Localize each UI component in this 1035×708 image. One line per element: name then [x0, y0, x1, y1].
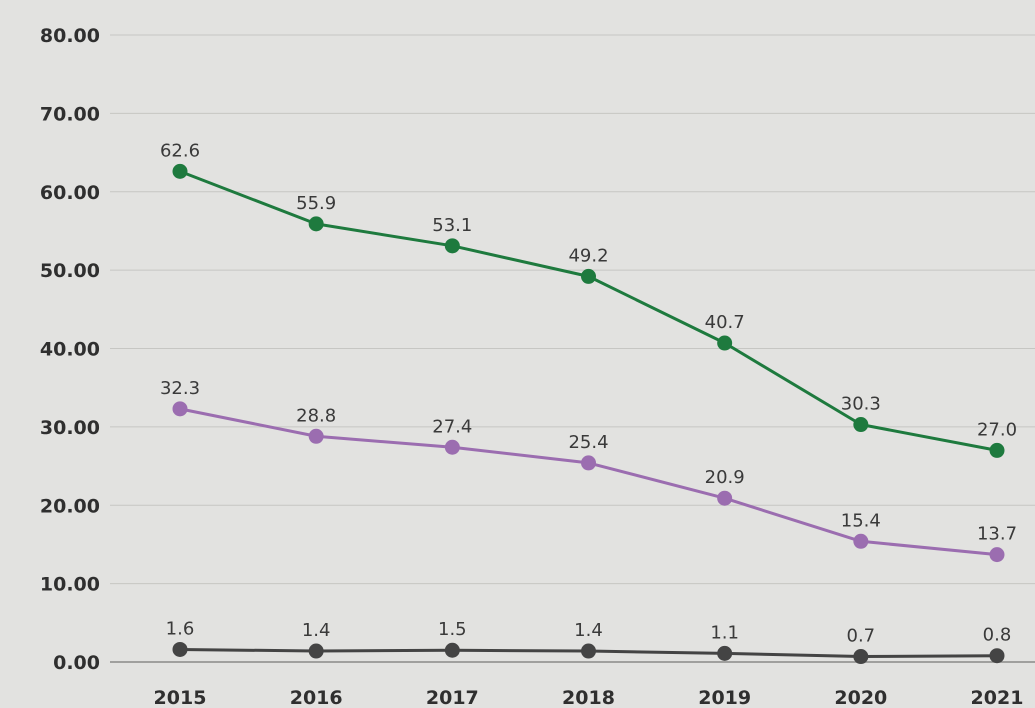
data-point — [853, 417, 869, 433]
data-label: 20.9 — [705, 467, 745, 488]
data-labels: 62.6 55.9 53.1 49.2 40.7 30.3 27.0 32.3 28.8 27.4… — [160, 140, 1017, 646]
data-label: 62.6 — [160, 140, 200, 161]
data-label: 1.1 — [710, 622, 739, 643]
data-label: 1.6 — [166, 618, 195, 639]
series-line-1 — [179, 407, 998, 557]
data-point — [581, 643, 596, 659]
x-tick-label: 2021 — [971, 687, 1024, 708]
data-label: 30.3 — [841, 394, 881, 415]
data-point — [444, 238, 460, 254]
y-tick-label: 50.00 — [40, 260, 100, 282]
data-point — [172, 163, 188, 179]
y-tick-label: 80.00 — [40, 25, 100, 47]
data-label: 55.9 — [296, 193, 336, 214]
data-point — [989, 648, 1005, 664]
x-tick-label: 2016 — [290, 687, 343, 708]
data-label: 0.8 — [983, 625, 1012, 646]
data-point — [717, 335, 733, 351]
y-tick-label: 70.00 — [40, 103, 100, 125]
x-tick-label: 2015 — [154, 687, 207, 708]
x-tick-label: 2019 — [698, 687, 751, 708]
data-label: 32.3 — [160, 378, 200, 399]
data-label: 49.2 — [568, 245, 608, 266]
x-tick-label: 2020 — [834, 687, 887, 708]
data-label: 15.4 — [841, 510, 881, 531]
y-tick-label: 10.00 — [40, 574, 100, 596]
x-tick-label: 2018 — [562, 687, 615, 708]
y-tick-label: 20.00 — [40, 495, 100, 517]
data-point — [853, 649, 869, 665]
series-points — [172, 163, 1005, 665]
data-point — [308, 428, 324, 444]
data-label: 25.4 — [568, 432, 608, 453]
data-point — [172, 401, 188, 417]
data-label: 1.4 — [302, 620, 331, 641]
data-point — [581, 268, 596, 284]
data-point — [989, 547, 1005, 563]
x-tick-label: 2017 — [426, 687, 479, 708]
data-label: 0.7 — [847, 626, 876, 647]
data-point — [444, 642, 460, 658]
data-point — [444, 439, 460, 455]
data-point — [308, 216, 324, 232]
y-tick-label: 40.00 — [40, 339, 100, 361]
data-point — [172, 641, 188, 657]
data-point — [717, 490, 733, 506]
y-axis: 0.00 10.00 20.00 30.00 40.00 50.00 60.00 70.00 8… — [40, 25, 100, 674]
gridlines — [110, 34, 1035, 663]
data-label: 13.7 — [977, 524, 1017, 545]
data-label: 28.8 — [296, 405, 336, 426]
y-tick-label: 60.00 — [40, 182, 100, 204]
x-axis: 2015 2016 2017 2018 2019 2020 2021 — [154, 687, 1024, 708]
data-point — [717, 645, 733, 661]
data-point — [853, 533, 869, 549]
data-label: 1.4 — [574, 620, 603, 641]
data-label: 40.7 — [705, 312, 745, 333]
data-label: 53.1 — [432, 215, 472, 236]
data-label: 27.0 — [977, 419, 1017, 440]
data-point — [308, 643, 324, 659]
data-point — [989, 442, 1005, 458]
y-tick-label: 30.00 — [40, 417, 100, 439]
data-point — [581, 455, 596, 471]
y-tick-label: 0.00 — [53, 652, 100, 674]
data-label: 1.5 — [438, 619, 467, 640]
data-label: 27.4 — [432, 416, 472, 437]
